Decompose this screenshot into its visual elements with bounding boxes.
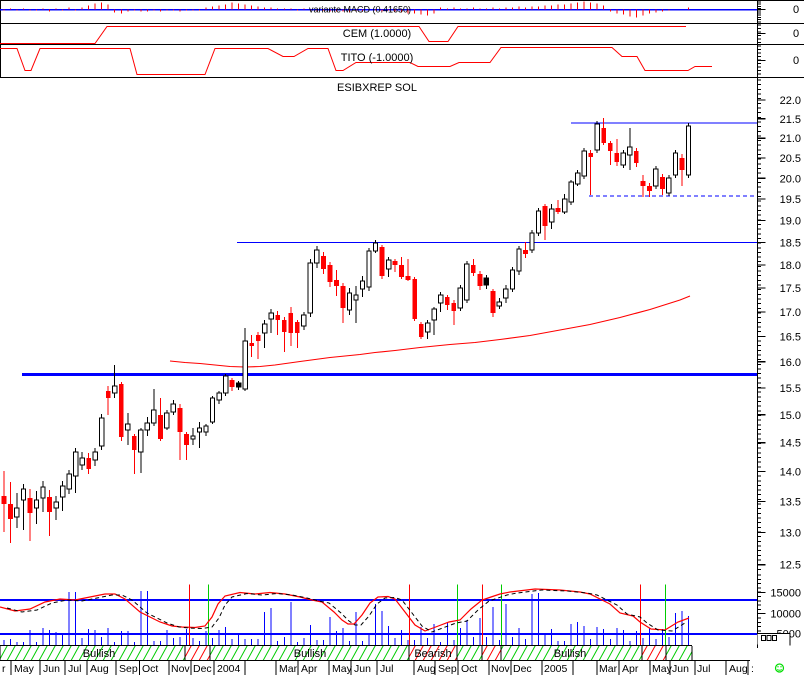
svg-text:r: r	[2, 663, 6, 675]
svg-text:19.5: 19.5	[780, 194, 801, 206]
svg-text:Sep: Sep	[438, 663, 457, 675]
svg-text:0: 0	[793, 55, 799, 67]
svg-text:Aug: Aug	[417, 663, 436, 675]
svg-text:May: May	[14, 663, 35, 675]
svg-text:Oct: Oct	[142, 663, 158, 675]
svg-text:0: 0	[793, 4, 799, 16]
svg-text:18.5: 18.5	[780, 237, 801, 249]
svg-text:May: May	[652, 663, 673, 675]
svg-text:18.0: 18.0	[780, 260, 801, 272]
svg-text:variante MACD (0.41650): variante MACD (0.41650)	[309, 5, 411, 15]
svg-text:13.0: 13.0	[780, 528, 801, 540]
svg-text::: :	[751, 663, 754, 675]
svg-text:Bullish: Bullish	[83, 648, 115, 660]
svg-text:14.5: 14.5	[780, 438, 801, 450]
svg-text:TITO (-1.0000): TITO (-1.0000)	[341, 52, 414, 64]
svg-text:Dec: Dec	[513, 663, 532, 675]
svg-text:Jun: Jun	[43, 663, 60, 675]
svg-text:16.5: 16.5	[780, 332, 801, 344]
svg-text:Apr: Apr	[301, 663, 318, 675]
svg-text:17.5: 17.5	[780, 283, 801, 295]
svg-text:CEM (1.0000): CEM (1.0000)	[343, 28, 411, 40]
svg-text:15.5: 15.5	[780, 383, 801, 395]
svg-text:0: 0	[793, 28, 799, 40]
svg-text:Bullish: Bullish	[294, 648, 326, 660]
svg-text:10000: 10000	[770, 609, 801, 621]
svg-text:Aug: Aug	[729, 663, 748, 675]
svg-text:Apr: Apr	[622, 663, 639, 675]
svg-text:Bearish: Bearish	[414, 648, 451, 660]
svg-text:Sep: Sep	[119, 663, 138, 675]
svg-text:19.0: 19.0	[780, 216, 801, 228]
svg-text:Mar: Mar	[599, 663, 618, 675]
svg-text:21.5: 21.5	[780, 114, 801, 126]
svg-text:Bullish: Bullish	[554, 648, 586, 660]
svg-text:Aug: Aug	[90, 663, 109, 675]
svg-text:17.0: 17.0	[780, 307, 801, 319]
svg-text:Nov: Nov	[491, 663, 510, 675]
svg-text:May: May	[332, 663, 353, 675]
svg-text:2005: 2005	[544, 663, 568, 675]
svg-text:Jul: Jul	[697, 663, 710, 675]
svg-text:Dec: Dec	[193, 663, 212, 675]
svg-text:16.0: 16.0	[780, 357, 801, 369]
svg-text:21.0: 21.0	[780, 133, 801, 145]
svg-text:Jul: Jul	[380, 663, 393, 675]
svg-text:22.0: 22.0	[780, 95, 801, 107]
svg-text:Oct: Oct	[461, 663, 477, 675]
svg-text:2004: 2004	[217, 663, 241, 675]
svg-text:Jul: Jul	[68, 663, 81, 675]
svg-text:12.5: 12.5	[780, 560, 801, 572]
svg-text:Nov: Nov	[171, 663, 190, 675]
svg-text:20.5: 20.5	[780, 153, 801, 165]
svg-text:14.0: 14.0	[780, 467, 801, 479]
svg-text:13.5: 13.5	[780, 497, 801, 509]
svg-text:ESIBXREP SOL: ESIBXREP SOL	[337, 82, 417, 94]
svg-text:Jun: Jun	[672, 663, 689, 675]
svg-text:15.0: 15.0	[780, 410, 801, 422]
svg-text:Jun: Jun	[354, 663, 371, 675]
svg-text:Mar: Mar	[279, 663, 298, 675]
svg-text:20.0: 20.0	[780, 173, 801, 185]
svg-text:15000: 15000	[770, 588, 801, 600]
